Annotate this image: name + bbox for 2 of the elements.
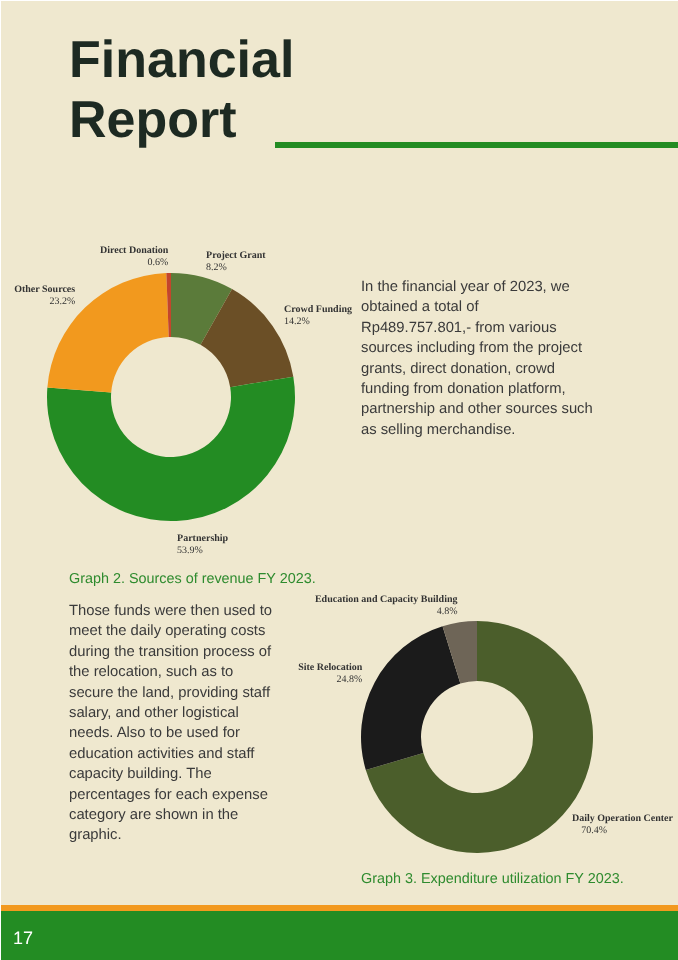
text: 17 [13,928,34,948]
chart-title: Financial Report [69,29,295,149]
